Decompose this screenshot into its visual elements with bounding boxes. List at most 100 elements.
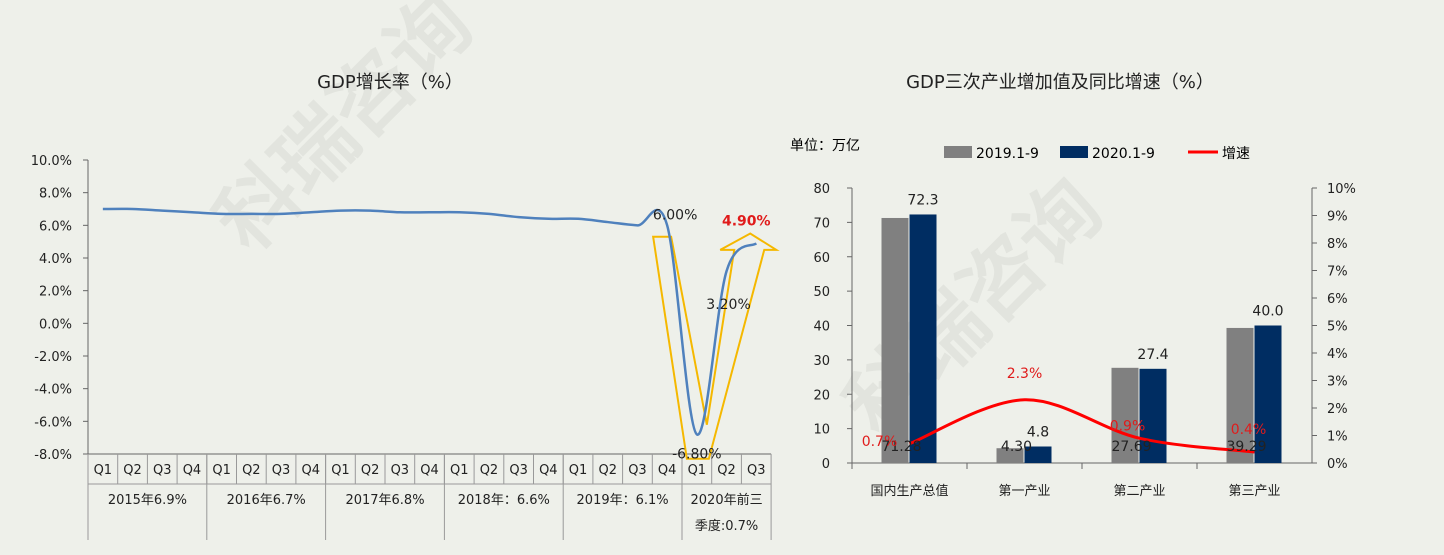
growth-rate-label: 0.9% <box>1110 418 1146 434</box>
unit-label: 单位：万亿 <box>790 138 860 154</box>
quarter-label: Q4 <box>658 463 677 478</box>
quarter-label: Q2 <box>361 463 380 478</box>
quarter-label: Q3 <box>509 463 528 478</box>
quarter-label: Q1 <box>688 463 707 478</box>
left-tick-label: 50 <box>813 285 830 300</box>
quarter-label: Q3 <box>628 463 647 478</box>
right-tick-label: 4% <box>1327 347 1348 362</box>
quarter-label: Q2 <box>480 463 499 478</box>
legend-label: 增速 <box>1222 146 1250 162</box>
growth-data-label: 6.00% <box>653 207 697 223</box>
year-label: 2019年：6.1% <box>577 493 669 508</box>
left-tick-label: 70 <box>813 216 830 231</box>
left-y-tick-label: -6.0% <box>34 415 72 430</box>
right-tick-label: 8% <box>1327 237 1348 252</box>
left-tick-label: 0 <box>822 457 830 472</box>
quarter-label: Q2 <box>598 463 617 478</box>
left-annotations <box>651 232 780 460</box>
callout-arrow <box>651 232 780 460</box>
right-axes: 0 10 20 30 40 50 60 70 80 0% 1% 2% 3% 4% 5% 6% 7% 8% 9% 10%… <box>813 182 1355 499</box>
growth-rate-label: 0.7% <box>862 434 898 450</box>
growth-data-label: -6.80% <box>672 446 722 462</box>
bar-2019.1-9 <box>881 217 909 463</box>
growth-rate-line <box>908 398 1255 454</box>
right-tick-label: 0% <box>1327 457 1348 472</box>
quarter-label: Q4 <box>301 463 320 478</box>
bar-2019.1-9 <box>1226 327 1254 463</box>
left-y-tick-label: 10.0% <box>31 154 72 169</box>
year-label: 2020年前三 <box>691 492 763 508</box>
gdp-growth-chart: GDP增长率（%） 10.0% 8.0% 6.0% 4.0% 2.0% 0.0% -2.0%… <box>31 72 780 540</box>
quarter-label: Q4 <box>183 463 202 478</box>
bar-value-label: 71.28 <box>881 439 921 455</box>
quarter-label: Q1 <box>450 463 469 478</box>
left-y-tick-label: 2.0% <box>39 285 72 300</box>
quarter-label: Q3 <box>747 463 766 478</box>
bars <box>881 214 1282 463</box>
quarter-label: Q1 <box>94 463 113 478</box>
bar-value-label: 4.30 <box>1001 439 1032 455</box>
left-tick-label: 20 <box>813 388 830 403</box>
quarter-label: Q4 <box>539 463 558 478</box>
quarter-label: Q2 <box>717 463 736 478</box>
left-x-axis: Q1 Q2 Q3 Q4 Q1 Q2 Q3 Q4 Q1 Q2 Q3 Q4 Q1 Q2 Q3 Q4 Q1 Q2 Q3 Q4… <box>87 453 772 540</box>
industry-chart: GDP三次产业增加值及同比增速（%） 单位：万亿 2019.1-9 2020.1-… <box>790 72 1356 499</box>
quarter-label: Q1 <box>212 463 231 478</box>
right-tick-label: 7% <box>1327 265 1348 280</box>
quarter-label: Q4 <box>420 463 439 478</box>
right-tick-label: 9% <box>1327 210 1348 225</box>
bar-value-label: 40.0 <box>1252 304 1283 320</box>
quarter-label: Q2 <box>242 463 261 478</box>
right-data-labels: 72.3 71.28 4.84.30 27.4 27.69 40.0 39.29 0.7% 2.… <box>862 192 1284 455</box>
bar-2019.1-9 <box>996 448 1024 463</box>
growth-data-label: 3.20% <box>706 297 750 313</box>
left-y-tick-label: -4.0% <box>34 383 72 398</box>
legend-label: 2019.1-9 <box>976 146 1039 162</box>
right-chart-title: GDP三次产业增加值及同比增速（%） <box>906 72 1214 93</box>
bar-value-label: 27.4 <box>1137 347 1168 363</box>
left-data-labels: 6.00% -6.80% 3.20% 4.90% <box>653 207 771 462</box>
left-tick-label: 10 <box>813 423 830 438</box>
watermark-text: 科瑞咨询 <box>198 0 490 268</box>
bar-value-label: 72.3 <box>907 192 938 208</box>
left-tick-label: 30 <box>813 354 830 369</box>
bar-2020.1-9 <box>1254 325 1282 463</box>
gdp-growth-line <box>102 207 758 436</box>
right-tick-label: 3% <box>1327 375 1348 390</box>
bar-value-label: 39.29 <box>1226 439 1266 455</box>
category-label: 第一产业 <box>998 484 1050 499</box>
left-tick-label: 40 <box>813 320 830 335</box>
left-y-tick-label: -8.0% <box>34 448 72 463</box>
quarter-label: Q1 <box>569 463 588 478</box>
bar-2020.1-9 <box>1024 446 1052 463</box>
growth-rate-label: 2.3% <box>1007 366 1043 382</box>
left-chart-title: GDP增长率（%） <box>317 72 463 93</box>
bar-2020.1-9 <box>1139 368 1167 463</box>
left-y-tick-label: 8.0% <box>39 187 72 202</box>
right-tick-label: 1% <box>1327 430 1348 445</box>
category-label: 国内生产总值 <box>870 483 948 499</box>
right-tick-label: 6% <box>1327 292 1348 307</box>
left-y-tick-label: 0.0% <box>39 317 72 332</box>
quarter-label: Q3 <box>272 463 291 478</box>
left-tick-label: 80 <box>813 182 830 197</box>
growth-rate-label: 0.4% <box>1231 422 1267 438</box>
quarter-label: Q1 <box>331 463 350 478</box>
left-y-tick-label: -2.0% <box>34 350 72 365</box>
year-label: 2018年：6.6% <box>458 493 550 508</box>
bar-value-label: 4.8 <box>1027 425 1049 441</box>
left-tick-label: 60 <box>813 251 830 266</box>
quarter-label: Q2 <box>123 463 142 478</box>
watermark-text: 科瑞咨询 <box>828 161 1120 453</box>
category-label: 第二产业 <box>1113 484 1165 499</box>
quarter-label: Q3 <box>153 463 172 478</box>
legend-swatch <box>1060 146 1088 158</box>
legend-label: 2020.1-9 <box>1092 146 1155 162</box>
left-y-tick-label: 4.0% <box>39 252 72 267</box>
year-label: 2015年6.9% <box>108 493 187 508</box>
year-label: 季度:0.7% <box>695 518 758 534</box>
left-y-axis: 10.0% 8.0% 6.0% 4.0% 2.0% 0.0% -2.0% -4.0% -6.0%… <box>31 154 89 463</box>
left-y-tick-label: 6.0% <box>39 219 72 234</box>
bar-2019.1-9 <box>1111 367 1139 463</box>
